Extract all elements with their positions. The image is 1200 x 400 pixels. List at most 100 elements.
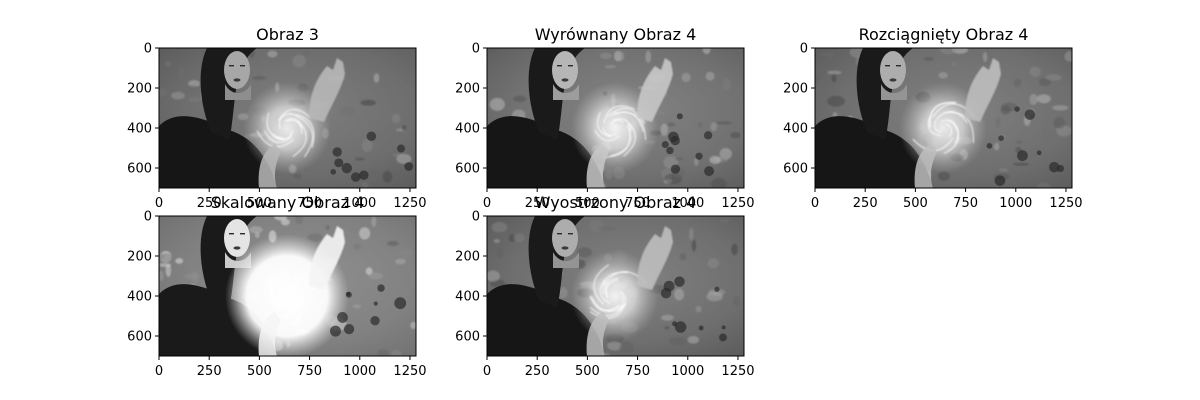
glow-swirls bbox=[589, 264, 647, 319]
raised-hand-shape bbox=[637, 58, 673, 122]
x-tick-label: 0 bbox=[483, 196, 491, 211]
x-tick-label: 1000 bbox=[671, 364, 704, 379]
x-tick-label: 250 bbox=[525, 364, 550, 379]
y-tick-label: 0 bbox=[144, 210, 152, 225]
flower bbox=[341, 162, 353, 174]
y-tick-label: 200 bbox=[455, 250, 480, 265]
flower bbox=[672, 321, 678, 327]
flower bbox=[676, 113, 683, 120]
flower bbox=[698, 325, 704, 331]
image-1 bbox=[159, 48, 416, 188]
neck-shape bbox=[553, 252, 579, 268]
left-eye-shape bbox=[557, 65, 562, 67]
image-2 bbox=[487, 48, 744, 188]
x-tick-label: 0 bbox=[155, 196, 163, 211]
flower bbox=[721, 325, 726, 330]
lower-hand-shape bbox=[258, 144, 281, 188]
left-eye-shape bbox=[229, 233, 234, 235]
glow-orb bbox=[899, 82, 987, 174]
y-tick-label: 200 bbox=[783, 82, 808, 97]
flower bbox=[1017, 150, 1028, 162]
y-tick-label: 400 bbox=[127, 290, 152, 305]
image-4 bbox=[159, 216, 416, 356]
subplot-grid: Obraz 30 250 500 750 1000 12500200400600Wyrów… bbox=[127, 25, 1082, 379]
y-tick-label: 600 bbox=[127, 330, 152, 345]
flower bbox=[332, 147, 342, 157]
y-tick-label: 0 bbox=[800, 42, 808, 57]
flower bbox=[377, 284, 385, 292]
lips-shape bbox=[561, 78, 569, 82]
flower bbox=[670, 135, 680, 146]
lower-hand-shape bbox=[586, 312, 609, 356]
cloak-shape bbox=[487, 284, 605, 356]
right-eye-shape bbox=[568, 233, 573, 235]
flower bbox=[343, 323, 355, 335]
flower bbox=[404, 162, 414, 171]
lips-shape bbox=[889, 78, 897, 82]
y-tick-label: 600 bbox=[127, 162, 152, 177]
flower bbox=[373, 301, 378, 306]
x-tick-label: 250 bbox=[197, 196, 222, 211]
subplot-2: Wyrównany Obraz 4 0 250 500 750 1000 1250 0 200 4… bbox=[455, 25, 754, 211]
left-eye-shape bbox=[885, 65, 890, 67]
right-eye-shape bbox=[240, 65, 245, 67]
y-tick-label: 0 bbox=[472, 42, 480, 57]
y-tick-label: 200 bbox=[455, 82, 480, 97]
y-tick-label: 200 bbox=[127, 82, 152, 97]
flower bbox=[695, 152, 703, 160]
flower bbox=[397, 144, 406, 153]
x-tick-label: 750 bbox=[297, 364, 322, 379]
raised-hand-shape bbox=[637, 226, 673, 290]
flower bbox=[1049, 161, 1060, 173]
y-tick-label: 400 bbox=[127, 122, 152, 137]
x-tick-label: 1250 bbox=[393, 364, 426, 379]
y-tick-label: 600 bbox=[455, 330, 480, 345]
glow-swirls bbox=[258, 265, 316, 328]
x-tick-label: 750 bbox=[297, 196, 322, 211]
flower bbox=[394, 297, 407, 310]
face-shape bbox=[552, 219, 578, 257]
y-tick-label: 200 bbox=[127, 250, 152, 265]
flower bbox=[666, 146, 674, 155]
glow-orb bbox=[571, 250, 659, 342]
cloak-shape bbox=[159, 116, 277, 188]
flower bbox=[330, 169, 337, 175]
flower bbox=[994, 175, 1006, 186]
x-tick-label: 0 bbox=[155, 364, 163, 379]
x-tick-label: 1000 bbox=[671, 196, 704, 211]
axes-frame bbox=[158, 215, 417, 357]
subplot-title: Obraz 3 bbox=[256, 25, 319, 44]
x-tick-label: 250 bbox=[197, 364, 222, 379]
neck-shape bbox=[553, 84, 579, 100]
x-tick-label: 500 bbox=[247, 364, 272, 379]
flower bbox=[704, 166, 715, 177]
subplot-title: Skalowany Obraz 4 bbox=[211, 193, 365, 212]
flower bbox=[998, 135, 1004, 142]
subplot-3: Rozciągnięty Obraz 4 0 250 500 750 1000 1250 0 2… bbox=[783, 25, 1082, 211]
image-3 bbox=[815, 48, 1072, 188]
flower bbox=[370, 316, 380, 326]
y-tick-label: 0 bbox=[144, 42, 152, 57]
x-tick-label: 1250 bbox=[721, 364, 754, 379]
x-tick-label: 500 bbox=[247, 196, 272, 211]
right-eye-shape bbox=[896, 65, 901, 67]
cloak-shape bbox=[487, 116, 605, 188]
x-tick-label: 250 bbox=[525, 196, 550, 211]
lower-hand-shape bbox=[914, 144, 937, 188]
x-tick-label: 0 bbox=[483, 364, 491, 379]
axes-frame bbox=[486, 215, 745, 357]
subplot-title: Rozciągnięty Obraz 4 bbox=[859, 25, 1029, 44]
raised-hand-shape bbox=[309, 226, 345, 290]
x-tick-label: 1250 bbox=[393, 196, 426, 211]
x-tick-label: 250 bbox=[853, 196, 878, 211]
flower bbox=[329, 325, 341, 337]
y-tick-label: 400 bbox=[455, 290, 480, 305]
y-tick-label: 600 bbox=[783, 162, 808, 177]
x-tick-label: 500 bbox=[575, 364, 600, 379]
x-tick-label: 0 bbox=[811, 196, 819, 211]
lips-shape bbox=[561, 246, 569, 250]
face-shape bbox=[224, 219, 250, 257]
image-5 bbox=[487, 216, 744, 356]
x-tick-label: 750 bbox=[625, 364, 650, 379]
